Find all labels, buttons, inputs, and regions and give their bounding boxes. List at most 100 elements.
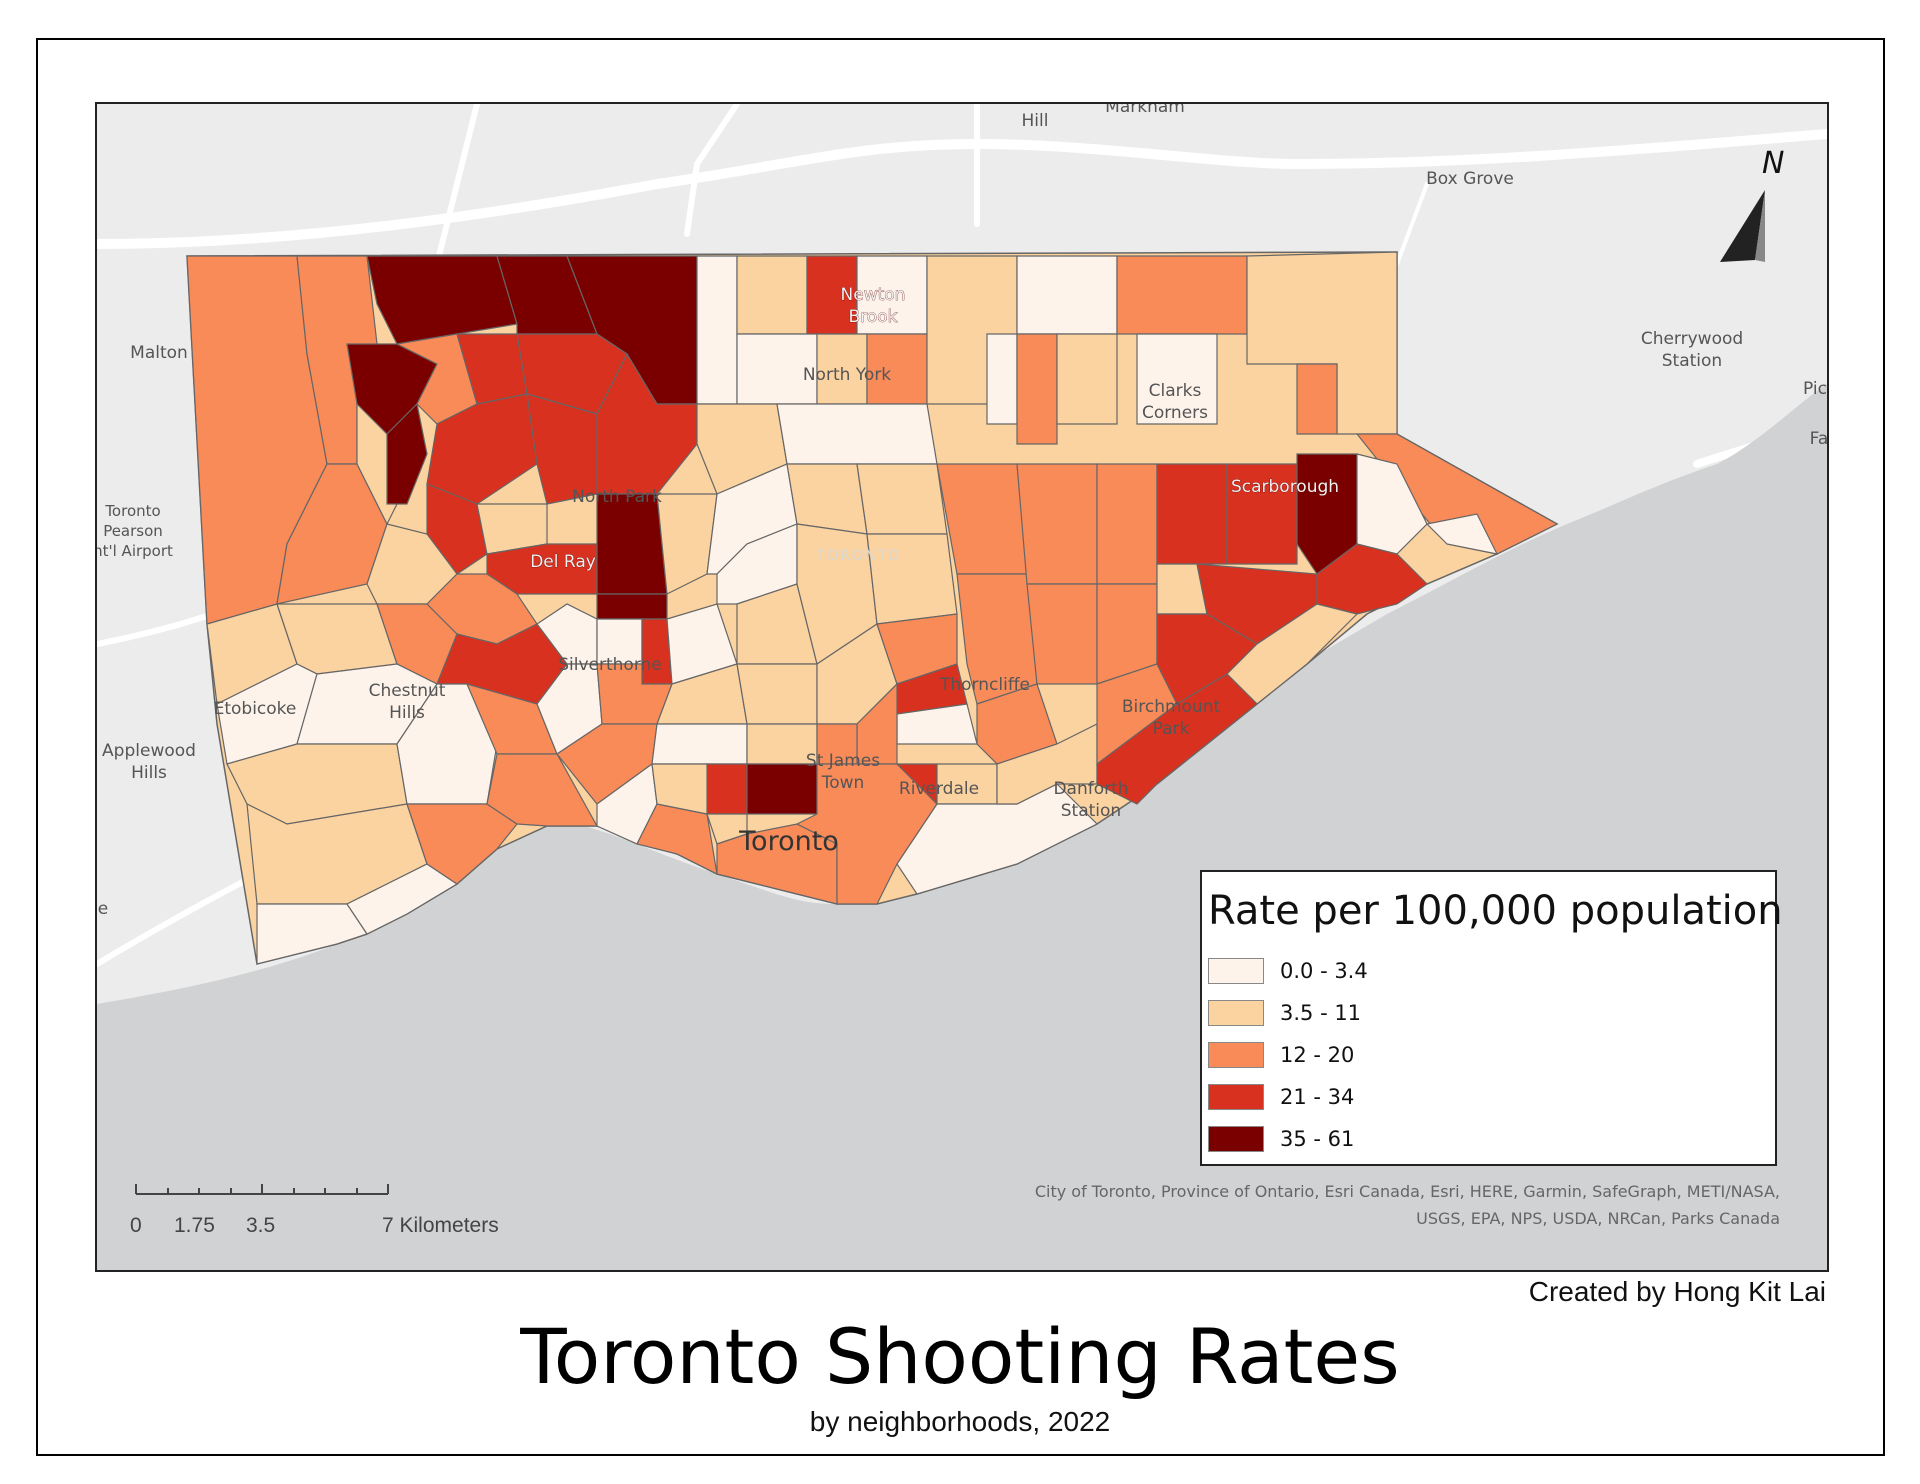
place-label-birchmount-2: Park [1153, 719, 1190, 739]
map-frame [36, 38, 1885, 1456]
neighbourhood[interactable] [1116, 255, 1248, 335]
legend-swatch [1208, 958, 1264, 984]
place-label-scarborough: Scarborough [1231, 477, 1339, 497]
place-label-toronto: Toronto [738, 826, 839, 857]
legend-item: 35 - 61 [1208, 1124, 1354, 1154]
neighbourhood[interactable] [1016, 255, 1118, 335]
place-label-thorncliffe: Thorncliffe [939, 675, 1030, 695]
place-label-pic: Pic [1803, 379, 1827, 399]
place-label-applewood-1: Applewood [102, 741, 196, 761]
place-label-toronto-district: TORONTO [816, 548, 901, 564]
neighbourhood[interactable] [636, 803, 718, 876]
neighbourhood[interactable] [346, 863, 459, 935]
neighbourhoods [186, 251, 1559, 965]
neighbourhood[interactable] [986, 333, 1018, 425]
neighbourhood[interactable] [596, 493, 668, 595]
map-legend: Rate per 100,000 population 0.0 - 3.4 3.… [1200, 870, 1783, 1166]
neighbourhood[interactable] [1356, 453, 1428, 555]
place-label-silverthorne: Silverthorne [558, 655, 662, 675]
scale-label: 3.5 [246, 1214, 276, 1237]
place-label-cherrywood: Cherrywood [1641, 329, 1743, 349]
place-label-st-james-2: Town [821, 773, 865, 793]
place-label-danforth-2: Station [1061, 801, 1121, 821]
place-label-malton: Malton [130, 343, 188, 363]
north-arrow-icon [1715, 150, 1775, 270]
legend-swatch [1208, 1084, 1264, 1110]
legend-title: Rate per 100,000 population [1208, 888, 1783, 934]
place-label-clarks-corners-2: Corners [1142, 403, 1208, 423]
legend-label: 0.0 - 3.4 [1280, 959, 1368, 983]
neighbourhood[interactable] [426, 483, 488, 575]
neighbourhood[interactable] [746, 763, 818, 815]
scale-label: 1.75 [174, 1214, 215, 1237]
neighbourhood[interactable] [651, 723, 748, 765]
place-label-newton-brook-2: Brook [849, 307, 898, 327]
north-arrow-label: N [1762, 146, 1785, 181]
place-label-north-park: North Park [572, 487, 662, 507]
place-label-markham: Markham [1105, 104, 1185, 117]
neighbourhood[interactable] [386, 402, 428, 505]
neighbourhood[interactable] [1096, 463, 1158, 585]
scale-label: 0 [130, 1214, 142, 1237]
legend-item: 21 - 34 [1208, 1082, 1354, 1112]
neighbourhood[interactable] [786, 463, 868, 535]
attribution-line: USGS, EPA, NPS, USDA, NRCan, Parks Canad… [1416, 1209, 1780, 1228]
place-label-box-grove: Box Grove [1426, 169, 1514, 189]
neighbourhood[interactable] [596, 593, 668, 620]
neighbourhood[interactable] [526, 393, 598, 505]
legend-item: 12 - 20 [1208, 1040, 1354, 1070]
neighbourhood[interactable] [1136, 333, 1218, 425]
neighbourhood[interactable] [1056, 333, 1118, 425]
place-label-fa: Fa [1810, 429, 1827, 449]
place-label-e: e [98, 899, 108, 919]
neighbourhood[interactable] [1026, 583, 1098, 685]
legend-label: 35 - 61 [1280, 1127, 1355, 1151]
map-title: Toronto Shooting Rates [520, 1312, 1400, 1401]
legend-item: 0.0 - 3.4 [1208, 956, 1368, 986]
legend-label: 21 - 34 [1280, 1085, 1355, 1109]
place-label-st-james-1: St James [806, 751, 880, 771]
place-label-cherrywood-station: Station [1662, 351, 1722, 371]
neighbourhood[interactable] [651, 763, 708, 815]
neighbourhood[interactable] [1226, 463, 1298, 565]
place-labels: Hill Markham Box Grove Malton Cherrywood… [97, 104, 1827, 919]
neighbourhood[interactable] [996, 723, 1098, 805]
place-label-applewood-2: Hills [131, 763, 167, 783]
neighbourhood[interactable] [696, 255, 738, 405]
legend-item: 3.5 - 11 [1208, 998, 1361, 1028]
legend-swatch [1208, 1042, 1264, 1068]
neighbourhood[interactable] [736, 663, 818, 725]
neighbourhood[interactable] [896, 783, 1099, 895]
scale-bar: 0 1.75 3.5 7 Kilometers [130, 1184, 530, 1244]
neighbourhood[interactable] [856, 463, 948, 535]
place-label-hill: Hill [1022, 111, 1049, 131]
legend-swatch [1208, 1000, 1264, 1026]
neighbourhood[interactable] [776, 403, 938, 465]
neighbourhood[interactable] [1296, 363, 1338, 435]
attribution-line: City of Toronto, Province of Ontario, Es… [1034, 1182, 1780, 1201]
place-label-chestnut-hills-2: Hills [389, 703, 425, 723]
place-label-danforth-1: Danforth [1053, 779, 1128, 799]
map-attribution: City of Toronto, Province of Ontario, Es… [940, 1178, 1780, 1232]
neighbourhood[interactable] [706, 763, 748, 815]
place-label-del-ray: Del Ray [530, 552, 596, 572]
neighbourhood[interactable] [1156, 463, 1228, 565]
neighbourhood[interactable] [736, 255, 808, 335]
author-credit: Created by Hong Kit Lai [1528, 1276, 1826, 1307]
place-label-riverdale: Riverdale [899, 779, 979, 799]
place-label-pearson-2: Pearson [103, 522, 163, 540]
legend-label: 12 - 20 [1280, 1043, 1355, 1067]
neighbourhood[interactable] [1096, 673, 1258, 805]
place-label-newton-brook-1: Newton [841, 285, 906, 305]
neighbourhood[interactable] [1425, 513, 1499, 555]
legend-swatch [1208, 1126, 1264, 1152]
neighbourhood[interactable] [1016, 333, 1058, 445]
place-label-pearson-3: nt'l Airport [97, 542, 173, 560]
place-label-birchmount-1: Birchmount [1122, 697, 1221, 717]
place-label-etobicoke: Etobicoke [214, 699, 297, 719]
place-label-north-york: North York [803, 365, 891, 385]
place-label-pearson-1: Toronto [104, 502, 160, 520]
legend-label: 3.5 - 11 [1280, 1001, 1362, 1025]
neighbourhood[interactable] [1016, 463, 1098, 585]
neighbourhood[interactable] [256, 903, 368, 965]
